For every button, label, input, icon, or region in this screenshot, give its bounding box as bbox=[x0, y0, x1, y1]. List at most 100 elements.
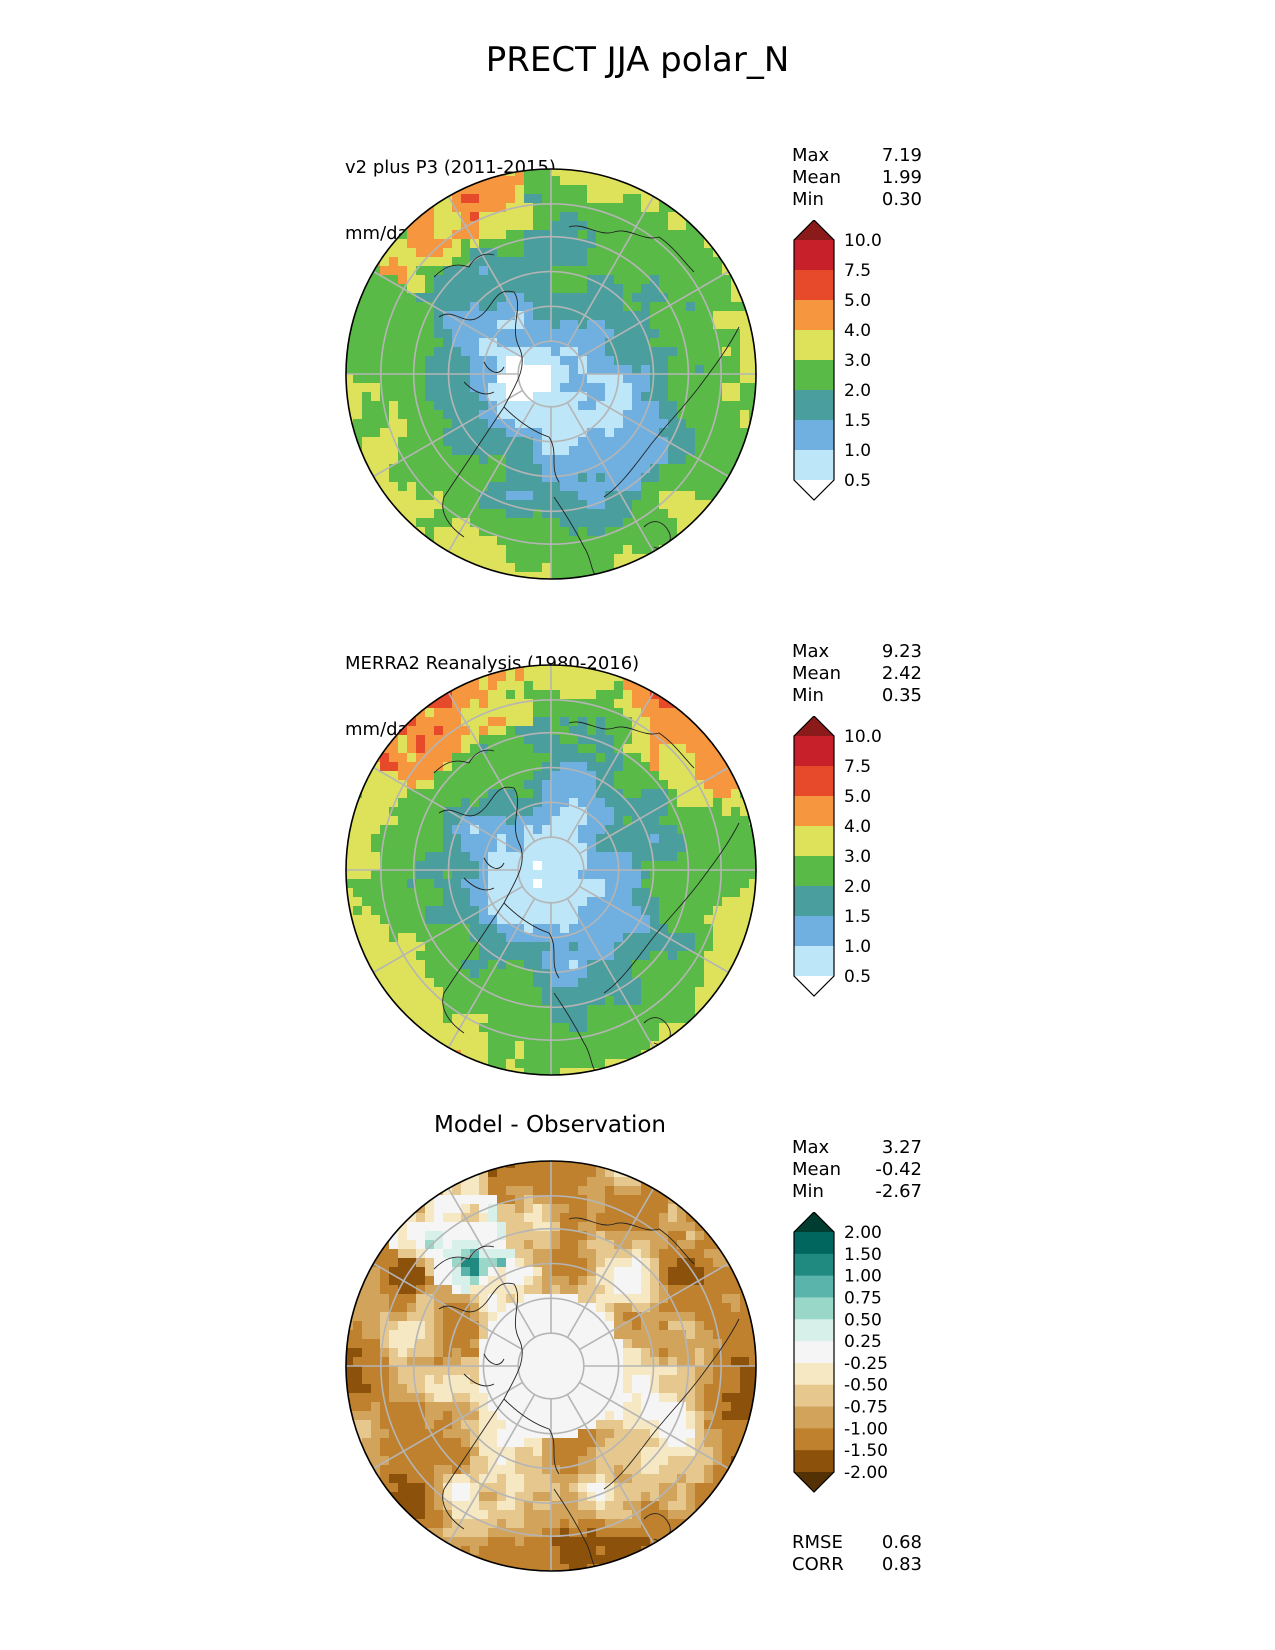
field-cell bbox=[371, 464, 381, 474]
field-cell bbox=[560, 482, 570, 492]
field-cell bbox=[677, 302, 687, 312]
field-cell bbox=[650, 194, 660, 204]
field-cell bbox=[560, 302, 570, 312]
field-cell bbox=[650, 1312, 660, 1322]
field-cell bbox=[461, 1429, 471, 1439]
field-cell bbox=[425, 482, 435, 492]
field-cell bbox=[380, 383, 390, 393]
field-cell bbox=[560, 681, 570, 691]
field-cell bbox=[560, 221, 570, 231]
field-cell bbox=[542, 780, 552, 790]
field-cell bbox=[677, 1447, 687, 1457]
field-cell bbox=[740, 365, 750, 375]
field-cell bbox=[452, 545, 462, 555]
field-cell bbox=[461, 401, 471, 411]
field-cell bbox=[569, 311, 579, 321]
field-cell bbox=[380, 482, 390, 492]
field-cell bbox=[578, 825, 588, 835]
field-cell bbox=[641, 536, 651, 546]
field-cell bbox=[389, 374, 399, 384]
field-cell bbox=[650, 762, 660, 772]
field-cell bbox=[704, 906, 714, 916]
field-cell bbox=[578, 1438, 588, 1448]
field-cell bbox=[605, 1384, 615, 1394]
field-cell bbox=[650, 365, 660, 375]
field-cell bbox=[677, 482, 687, 492]
field-cell bbox=[479, 1213, 489, 1223]
field-cell bbox=[506, 843, 516, 853]
field-cell bbox=[346, 1303, 354, 1313]
field-cell bbox=[389, 879, 399, 889]
field-cell bbox=[731, 419, 741, 429]
field-cell bbox=[686, 1240, 696, 1250]
field-cell bbox=[650, 1222, 660, 1232]
field-cell bbox=[353, 1276, 363, 1286]
field-cell bbox=[479, 464, 489, 474]
field-cell bbox=[407, 897, 417, 907]
field-cell bbox=[380, 1438, 390, 1448]
field-cell bbox=[371, 1240, 381, 1250]
field-cell bbox=[353, 410, 363, 420]
field-cell bbox=[362, 924, 372, 934]
field-cell bbox=[596, 1213, 606, 1223]
field-cell bbox=[506, 185, 516, 195]
field-cell bbox=[380, 843, 390, 853]
field-cell bbox=[695, 509, 705, 519]
field-cell bbox=[533, 1213, 543, 1223]
field-cell bbox=[515, 717, 525, 727]
field-cell bbox=[587, 1339, 597, 1349]
field-cell bbox=[497, 1303, 507, 1313]
field-cell bbox=[623, 1177, 633, 1187]
field-cell bbox=[371, 834, 381, 844]
field-cell bbox=[434, 1384, 444, 1394]
field-cell bbox=[398, 816, 408, 826]
field-cell bbox=[668, 347, 678, 357]
field-cell bbox=[407, 789, 417, 799]
field-cell bbox=[425, 843, 435, 853]
field-cell bbox=[731, 816, 741, 826]
field-cell bbox=[551, 960, 561, 970]
field-cell bbox=[497, 1321, 507, 1331]
field-cell bbox=[470, 239, 480, 249]
field-cell bbox=[686, 1267, 696, 1277]
longitude-line bbox=[447, 402, 536, 552]
field-cell bbox=[668, 1023, 678, 1033]
field-cell bbox=[686, 347, 696, 357]
field-cell bbox=[560, 257, 570, 267]
field-cell bbox=[695, 798, 705, 808]
field-cell bbox=[677, 897, 687, 907]
field-cell bbox=[353, 419, 363, 429]
field-cell bbox=[731, 942, 741, 952]
field-cell bbox=[452, 464, 462, 474]
field-cell bbox=[389, 356, 399, 366]
field-cell bbox=[623, 203, 633, 213]
field-cell bbox=[749, 1429, 756, 1439]
field-cell bbox=[560, 500, 570, 510]
field-cell bbox=[524, 665, 534, 673]
field-cell bbox=[668, 1321, 678, 1331]
field-cell bbox=[650, 1384, 660, 1394]
field-cell bbox=[542, 1195, 552, 1205]
field-cell bbox=[686, 1429, 696, 1439]
field-cell bbox=[596, 771, 606, 781]
field-cell bbox=[560, 1420, 570, 1430]
field-cell bbox=[434, 1005, 444, 1015]
field-cell bbox=[641, 699, 651, 709]
longitude-line bbox=[447, 692, 536, 842]
field-cell bbox=[650, 924, 660, 934]
field-cell bbox=[542, 816, 552, 826]
field-cell bbox=[569, 690, 579, 700]
field-cell bbox=[434, 446, 444, 456]
field-cell bbox=[488, 491, 498, 501]
field-cell bbox=[398, 491, 408, 501]
field-cell bbox=[740, 338, 750, 348]
field-cell bbox=[398, 275, 408, 285]
field-cell bbox=[461, 924, 471, 934]
field-cell bbox=[371, 401, 381, 411]
field-cell bbox=[470, 464, 480, 474]
field-cell bbox=[587, 284, 597, 294]
field-cell bbox=[506, 212, 516, 222]
field-cell bbox=[587, 518, 597, 528]
field-cell bbox=[533, 365, 543, 375]
field-cell bbox=[416, 834, 426, 844]
